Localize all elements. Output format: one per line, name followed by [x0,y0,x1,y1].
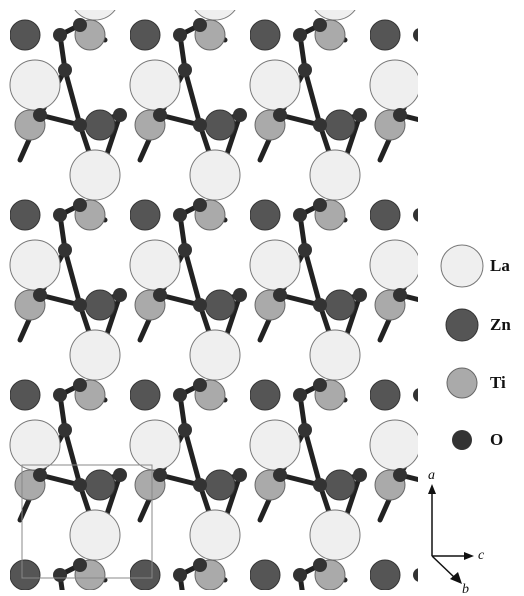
axis-label: c [478,548,485,563]
axis-label: b [462,582,469,596]
legend-swatch [446,309,478,341]
legend-swatch [452,430,472,450]
lattice [8,10,418,590]
legend-swatch [441,245,483,287]
legend-label: La [490,256,510,275]
axis-label: a [428,468,435,483]
crystal-structure-figure: La Zn Ti O a c b [0,0,524,596]
legend-label: O [490,430,503,449]
axes-indicator [428,484,474,584]
legend-swatch [447,368,477,398]
legend: La Zn Ti O [441,245,511,450]
legend-label: Zn [490,315,511,334]
legend-label: Ti [490,373,506,392]
